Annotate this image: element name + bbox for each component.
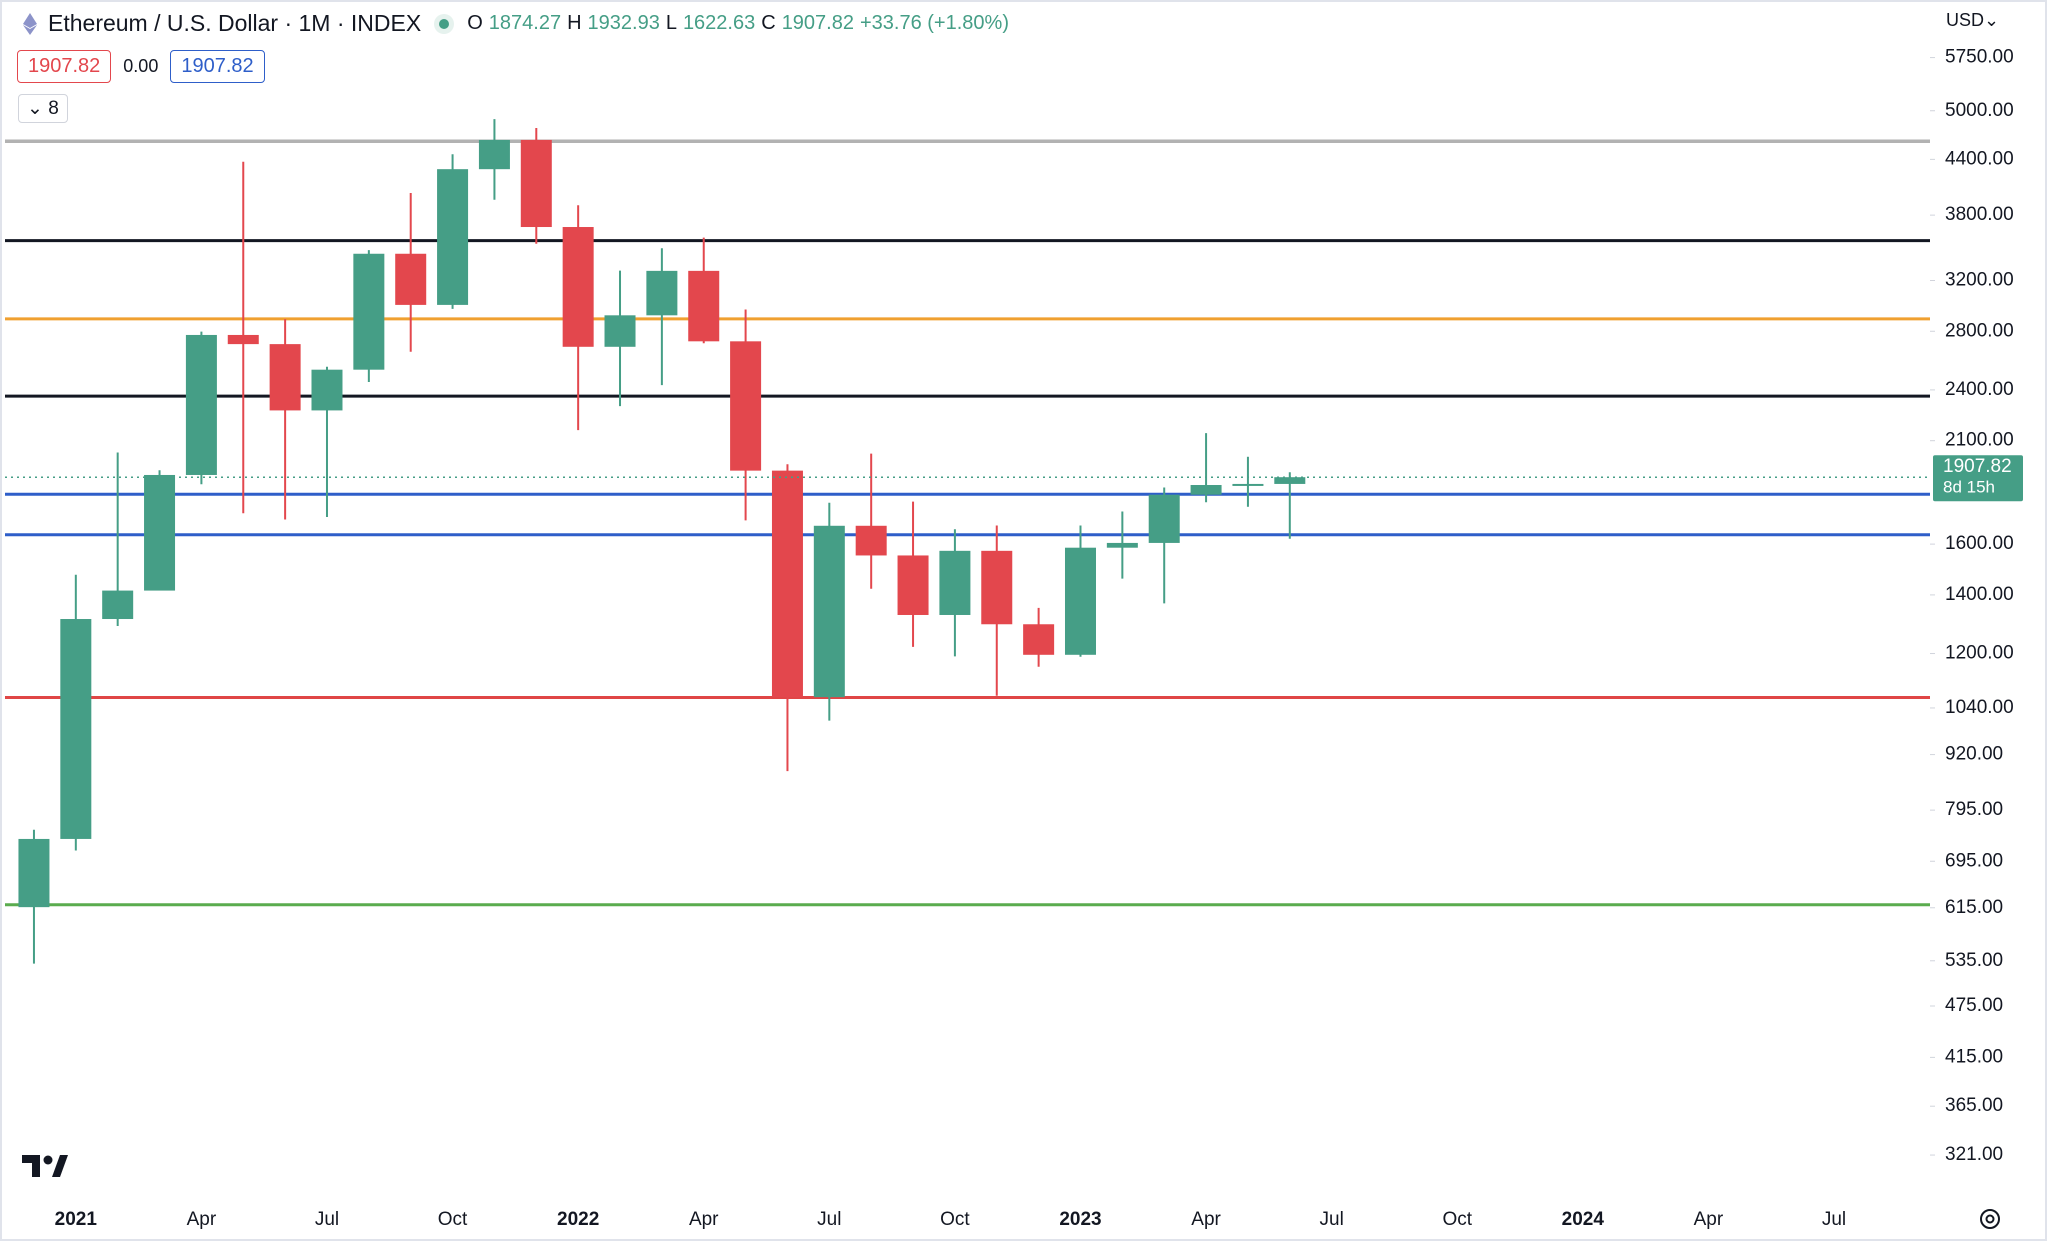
legend: Ethereum / U.S. Dollar · 1M · INDEX O 187… [22, 10, 1009, 37]
y-tick-label: 1400.00 [1945, 584, 2014, 605]
candle-body [1148, 494, 1180, 543]
sell-price[interactable]: 1907.82 [17, 50, 112, 83]
currency: USD [1946, 10, 1985, 30]
spread: 0.00 [123, 56, 159, 76]
y-tick-label: 1200.00 [1945, 643, 2014, 664]
candle-body [60, 619, 92, 839]
candle-body [102, 590, 134, 620]
candle-body [520, 139, 552, 228]
last-price-box [1933, 455, 2023, 502]
x-tick-label: 2024 [1562, 1209, 1605, 1230]
x-tick-label: Oct [1442, 1209, 1472, 1230]
y-tick-label: 415.00 [1945, 1046, 2003, 1067]
high-value: 1932.93 [587, 12, 660, 34]
indicator-count: 8 [48, 98, 59, 119]
x-tick-label: Oct [438, 1209, 468, 1230]
x-tick-label: Oct [940, 1209, 970, 1230]
close-value: 1907.82 [781, 12, 854, 34]
currency-select[interactable]: USD⌄ [1946, 10, 2000, 30]
y-tick-label: 3200.00 [1945, 270, 2014, 291]
candle-body [478, 139, 510, 170]
y-tick-label: 5000.00 [1945, 100, 2014, 121]
x-tick-label: 2021 [55, 1209, 98, 1230]
candle-body [939, 550, 971, 615]
candle-body [1064, 547, 1096, 655]
x-tick-label: Jul [1822, 1209, 1846, 1230]
ohlc-label: C [761, 12, 776, 34]
candle-body [18, 838, 50, 908]
candle-body [1023, 624, 1055, 655]
candle-body [604, 315, 636, 347]
candle-body [562, 227, 594, 347]
buy-price[interactable]: 1907.82 [170, 50, 265, 83]
candle-body [855, 525, 887, 556]
y-tick-label: 2800.00 [1945, 320, 2014, 341]
candle-body [185, 334, 217, 475]
countdown-label: 8d 15h [1943, 478, 1995, 497]
y-tick-label: 2400.00 [1945, 379, 2014, 400]
y-tick-label: 4400.00 [1945, 148, 2014, 169]
candle-body [395, 253, 427, 305]
candle-body [353, 253, 385, 370]
x-tick-label: Jul [1320, 1209, 1344, 1230]
candle-body [144, 474, 176, 591]
ohlc-label: H [567, 12, 582, 34]
y-tick-label: 615.00 [1945, 897, 2003, 918]
x-tick-label: Apr [187, 1209, 217, 1230]
trade-boxes: 1907.82 0.00 1907.82 [17, 50, 265, 83]
candle-body [437, 169, 469, 305]
y-tick-label: 3800.00 [1945, 204, 2014, 225]
candle-body [1274, 477, 1306, 484]
status-dot [434, 13, 455, 34]
eth-icon [23, 12, 37, 35]
candle-body [227, 334, 259, 345]
candle-body [981, 550, 1013, 625]
candle-body [771, 470, 803, 698]
y-tick-label: 535.00 [1945, 950, 2003, 971]
x-tick-label: Apr [1191, 1209, 1221, 1230]
x-tick-label: Apr [1694, 1209, 1724, 1230]
ohlc-label: O [467, 12, 483, 34]
y-tick-label: 321.00 [1945, 1144, 2003, 1165]
low-value: 1622.63 [682, 12, 756, 34]
y-tick-label: 1040.00 [1945, 697, 2014, 718]
candle-body [311, 369, 343, 411]
candle-body [688, 270, 720, 342]
y-tick-label: 365.00 [1945, 1095, 2003, 1116]
x-tick-label: 2023 [1059, 1209, 1101, 1230]
y-tick-label: 1600.00 [1945, 533, 2014, 554]
last-price-label: 1907.82 [1943, 456, 2012, 477]
x-tick-label: Jul [315, 1209, 339, 1230]
change-value: +33.76 (+1.80%) [859, 12, 1009, 34]
candle-body [269, 344, 301, 411]
symbol-title: Ethereum / U.S. Dollar · 1M · INDEX [48, 10, 422, 36]
candle-body [1232, 483, 1264, 486]
candle-body [1106, 542, 1138, 548]
ohlc-values: O 1874.27 H 1932.93 L 1622.63 C 1907.82 +33.… [467, 12, 1009, 35]
indicator-toggle[interactable]: ⌄ 8 [18, 94, 68, 123]
ohlc-label: L [665, 12, 677, 34]
y-tick-label: 475.00 [1945, 995, 2003, 1016]
x-tick-label: 2022 [557, 1209, 599, 1230]
y-tick-label: 920.00 [1945, 744, 2003, 765]
candle-body [897, 555, 929, 615]
settings-icon[interactable] [1980, 1209, 2000, 1229]
candle-body [813, 525, 845, 698]
candle-body [730, 341, 762, 471]
y-tick-label: 2100.00 [1945, 430, 2014, 451]
x-tick-label: Apr [689, 1209, 719, 1230]
y-tick-label: 5750.00 [1945, 47, 2014, 68]
y-tick-label: 695.00 [1945, 850, 2003, 871]
candle-body [1190, 485, 1222, 495]
x-tick-label: Jul [817, 1209, 841, 1230]
y-tick-label: 795.00 [1945, 799, 2003, 820]
open-value: 1874.27 [488, 12, 562, 34]
candle-body [646, 270, 678, 316]
tv-logo [22, 1155, 68, 1177]
